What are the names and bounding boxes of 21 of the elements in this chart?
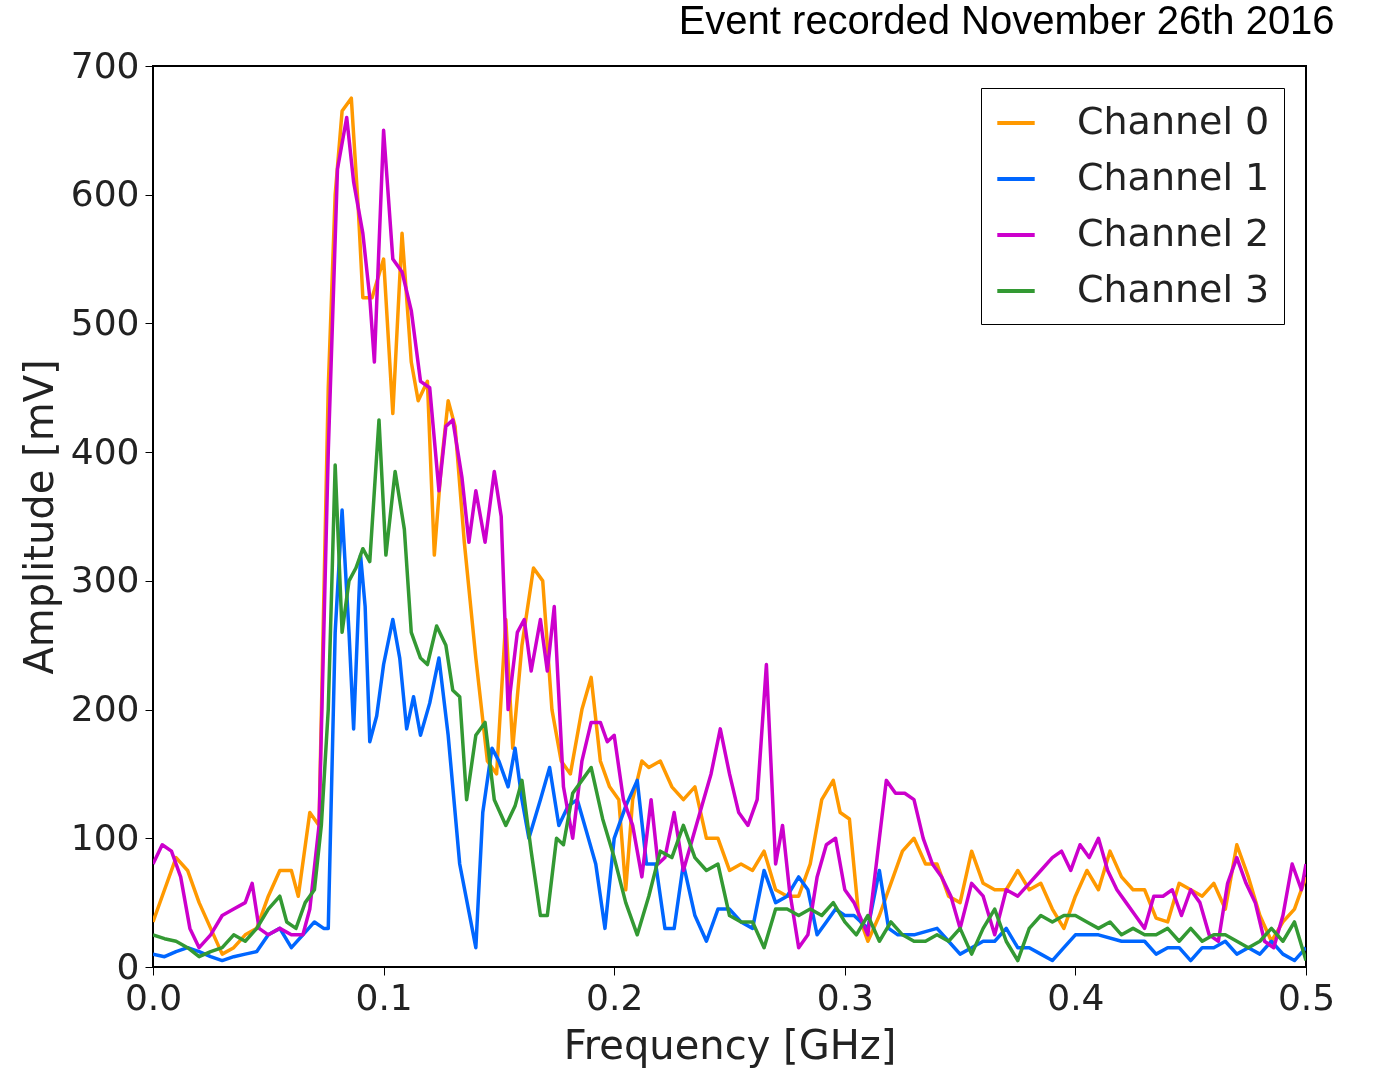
- x-tick-label: 0.4: [1047, 976, 1105, 1018]
- y-tick-label: 500: [70, 301, 140, 343]
- legend-label: Channel 1: [1077, 155, 1270, 199]
- x-axis-title: Frequency [GHz]: [563, 1021, 897, 1068]
- x-tick-label: 0.5: [1277, 976, 1336, 1018]
- legend-label: Channel 0: [1077, 99, 1270, 143]
- legend-label: Channel 3: [1077, 267, 1270, 311]
- y-tick-label: 700: [70, 44, 140, 86]
- y-axis-title: Amplitude [mV]: [15, 359, 62, 675]
- x-tick-label: 0.3: [816, 976, 874, 1018]
- y-tick-label: 600: [70, 173, 140, 215]
- x-tick-label: 0.2: [586, 976, 644, 1018]
- y-tick-label: 400: [70, 430, 140, 472]
- legend-label: Channel 2: [1077, 211, 1270, 255]
- line-series: [153, 508, 1306, 963]
- x-tick-label: 0.1: [355, 976, 413, 1018]
- y-tick-label: 300: [70, 559, 140, 601]
- line-series: [153, 418, 1306, 963]
- y-tick-label: 100: [70, 816, 140, 858]
- chart-title: Event recorded November 26th 2016: [678, 0, 1335, 42]
- y-tick-label: 200: [70, 688, 140, 730]
